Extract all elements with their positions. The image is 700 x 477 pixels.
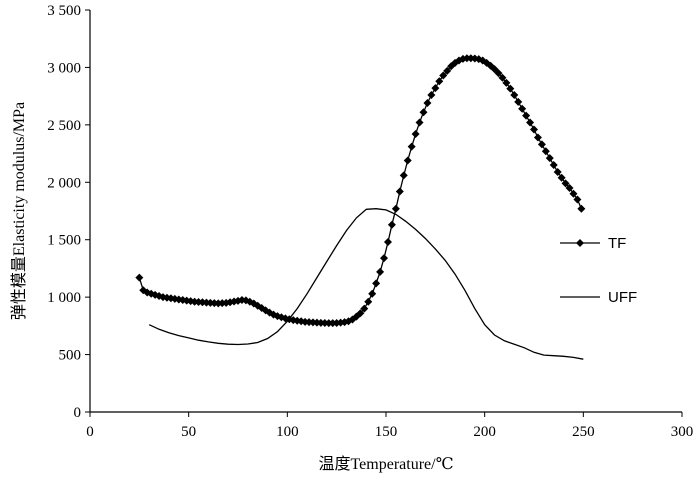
- data-point: [399, 171, 408, 180]
- data-point: [419, 108, 428, 117]
- legend-label: UFF: [608, 289, 637, 306]
- y-tick-label: 1 500: [47, 233, 81, 249]
- legend-marker: [576, 239, 584, 247]
- data-point: [431, 84, 440, 93]
- data-point: [383, 238, 392, 247]
- y-axis-ticks: 0 500 1 000 1 500 2 000 2 500 3 000 3 500: [47, 3, 90, 421]
- data-point: [573, 195, 582, 204]
- data-point: [506, 84, 515, 93]
- y-tick-label: 2 500: [47, 118, 81, 134]
- data-point: [376, 267, 385, 276]
- x-tick-label: 250: [572, 424, 595, 440]
- data-point: [482, 58, 491, 67]
- data-point: [577, 204, 586, 213]
- legend-item-tf: TF: [560, 235, 626, 252]
- data-point: [135, 273, 144, 282]
- legend-label: TF: [608, 235, 626, 252]
- series-line-uff: [148, 208, 584, 360]
- data-point: [533, 133, 542, 142]
- data-point: [372, 279, 381, 288]
- y-tick-label: 500: [59, 348, 82, 364]
- data-point: [435, 77, 444, 86]
- data-point: [364, 297, 373, 306]
- data-point: [561, 179, 570, 188]
- data-point: [368, 289, 377, 298]
- data-point: [415, 118, 424, 127]
- data-point: [360, 304, 369, 313]
- legend-item-uff: UFF: [560, 289, 637, 306]
- y-axis-title: 弹性模量Elasticity modulus/MPa: [10, 102, 28, 320]
- y-tick-label: 2 000: [47, 175, 81, 191]
- legend: TF UFF: [560, 235, 637, 306]
- data-point: [439, 71, 448, 80]
- x-tick-label: 300: [671, 424, 694, 440]
- data-point: [403, 156, 412, 165]
- series-layer: [135, 54, 586, 360]
- data-point: [510, 90, 519, 99]
- data-point: [569, 189, 578, 198]
- data-point: [530, 125, 538, 134]
- data-point: [411, 130, 420, 139]
- data-point: [407, 142, 416, 151]
- data-point: [522, 111, 531, 120]
- data-point: [518, 104, 527, 113]
- data-point: [553, 167, 562, 176]
- data-point: [541, 147, 550, 156]
- data-point: [423, 99, 432, 108]
- y-tick-label: 0: [74, 405, 82, 421]
- y-tick-label: 3 000: [47, 60, 81, 76]
- data-point: [526, 118, 535, 127]
- data-point: [502, 78, 511, 87]
- x-tick-label: 200: [473, 424, 496, 440]
- x-tick-label: 0: [86, 424, 94, 440]
- data-point: [537, 140, 546, 149]
- series-uff: [148, 208, 584, 360]
- data-point: [387, 220, 396, 229]
- data-point: [549, 161, 558, 170]
- data-point: [514, 97, 523, 106]
- x-tick-label: 50: [181, 424, 196, 440]
- data-point: [494, 69, 503, 78]
- x-axis-ticks: 0 50 100 150 200 250 300: [86, 412, 693, 440]
- data-point: [356, 309, 365, 318]
- x-tick-label: 100: [276, 424, 299, 440]
- data-point: [498, 73, 507, 82]
- y-tick-label: 3 500: [47, 3, 81, 19]
- series-tf: [135, 54, 586, 328]
- data-point: [545, 154, 554, 163]
- y-tick-label: 1 000: [47, 290, 81, 306]
- axes: [89, 10, 682, 413]
- data-point: [557, 173, 566, 182]
- data-point: [443, 66, 452, 75]
- data-point: [380, 254, 389, 263]
- data-point: [565, 184, 574, 193]
- data-point: [391, 204, 400, 213]
- data-point: [427, 90, 436, 99]
- data-point: [395, 187, 404, 196]
- x-axis-title: 温度Temperature/℃: [319, 455, 454, 473]
- x-tick-label: 150: [375, 424, 398, 440]
